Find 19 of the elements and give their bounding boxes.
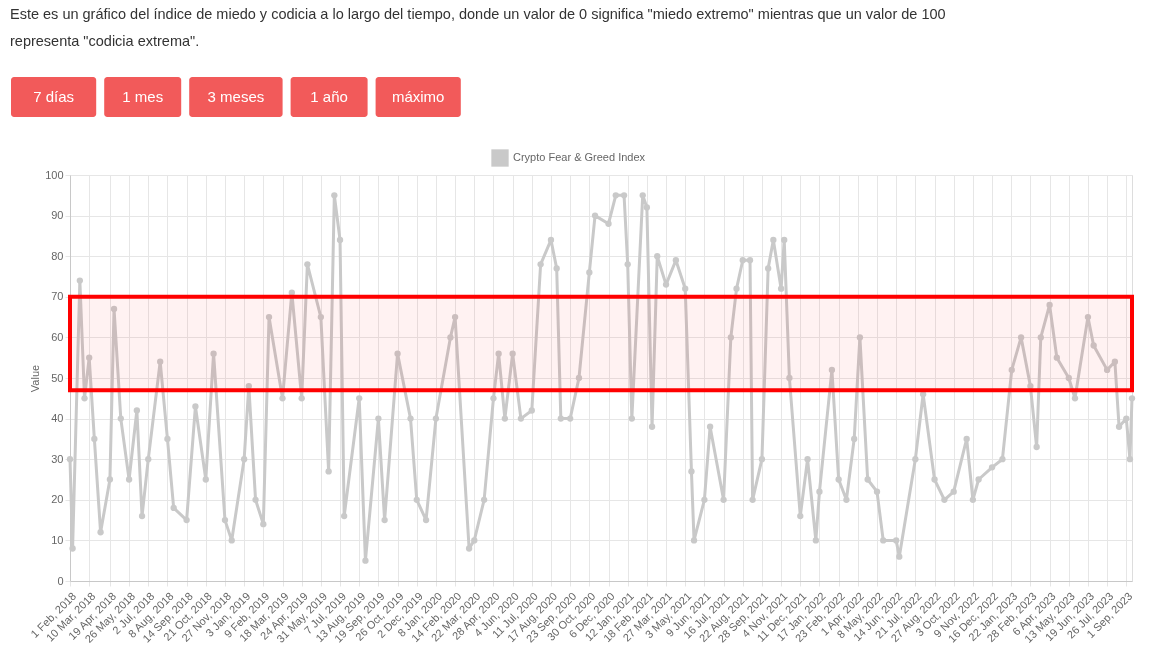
chart-title: Este es un gráfico del índice de miedo y codicia a lo largo del tiempo, donde un valor de 0 significa "miedo extremo" mientras que un valor de 100 representa "codicia extrema". bbox=[10, 6, 946, 49]
legend-label: Crypto Fear & Greed Index bbox=[513, 151, 646, 163]
y-tick-label: 60 bbox=[51, 330, 64, 343]
text: máximo bbox=[391, 88, 445, 105]
y-tick-label: 20 bbox=[51, 493, 64, 506]
y-tick-label: 40 bbox=[51, 412, 64, 425]
y-axis-title: Value bbox=[29, 364, 42, 393]
y-tick-label: 90 bbox=[51, 209, 64, 222]
y-tick-label: 80 bbox=[51, 249, 64, 262]
text: 1 año bbox=[310, 88, 348, 105]
y-tick-label: 30 bbox=[51, 452, 64, 465]
text: 7 días bbox=[33, 88, 75, 105]
text: 3 meses bbox=[207, 88, 265, 105]
y-tick-label: 100 bbox=[45, 168, 64, 181]
y-tick-label: 70 bbox=[51, 290, 64, 303]
y-tick-label: 0 bbox=[57, 574, 64, 587]
y-tick-label: 10 bbox=[51, 533, 64, 546]
text: 1 mes bbox=[122, 88, 164, 105]
y-tick-label: 50 bbox=[51, 371, 64, 384]
